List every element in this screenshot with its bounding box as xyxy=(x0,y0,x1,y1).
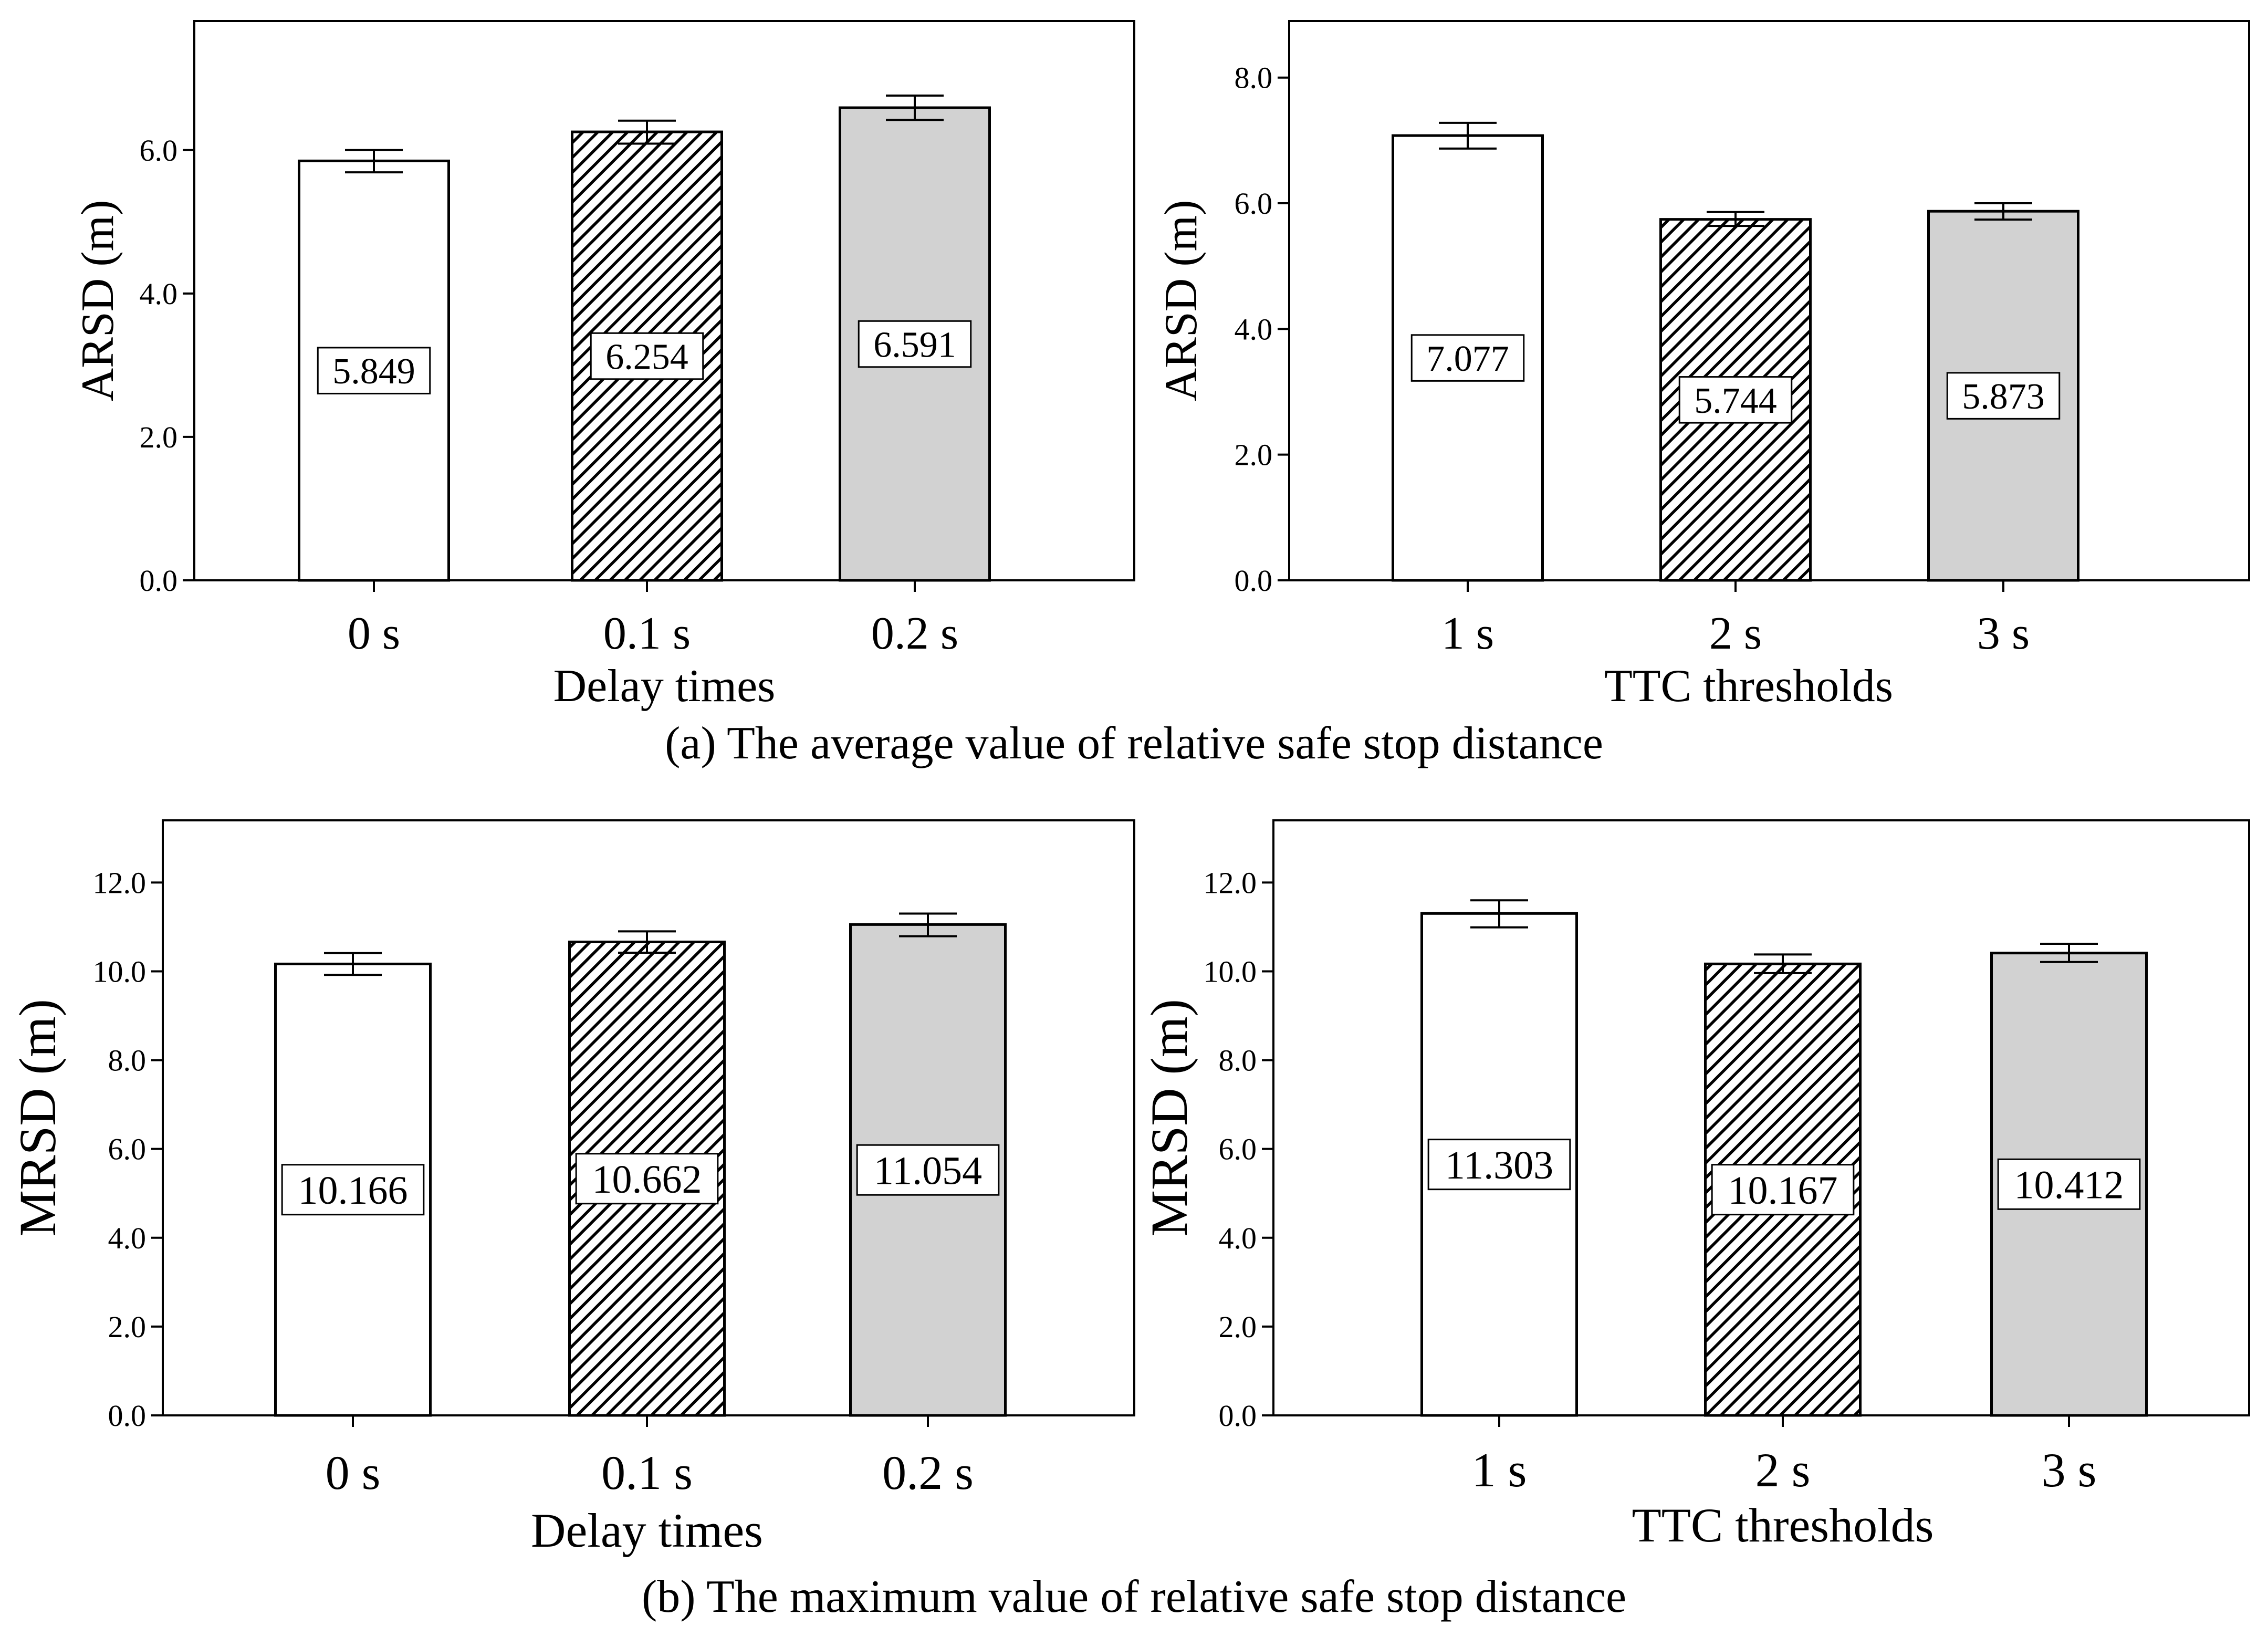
data-label-box xyxy=(575,1153,719,1205)
y-tick-label: 0.0 xyxy=(108,1399,147,1433)
x-tick-label: 0.2 s xyxy=(882,1446,974,1499)
y-axis-label: ARSD (m) xyxy=(1156,200,1207,402)
x-tick-label: 1 s xyxy=(1472,1443,1527,1497)
x-tick-label: 2 s xyxy=(1709,608,1762,659)
y-tick-label: 8.0 xyxy=(1235,61,1273,95)
y-tick-label: 8.0 xyxy=(108,1044,147,1078)
y-tick-label: 4.0 xyxy=(1235,312,1273,346)
data-label: 10.166 xyxy=(298,1169,408,1213)
data-label-box xyxy=(1997,1158,2141,1210)
x-tick-label: 2 s xyxy=(1755,1443,1811,1497)
data-label-box xyxy=(1427,1139,1571,1191)
data-label: 5.849 xyxy=(332,351,415,392)
y-tick-label: 2.0 xyxy=(1219,1310,1257,1344)
chart-a-right: 0.0 2.0 4.0 6.0 8.0 7.077 1 s 5.744 2 s 5.873 3 s T… xyxy=(1156,20,2250,712)
y-tick-label: 6.0 xyxy=(1219,1132,1257,1166)
data-label-box xyxy=(856,1144,1000,1196)
y-tick-label: 6.0 xyxy=(108,1132,147,1166)
x-tick-label: 0 s xyxy=(326,1446,381,1499)
data-label-box xyxy=(1410,334,1525,382)
y-axis-label: MRSD (m) xyxy=(8,999,67,1237)
y-tick-label: 4.0 xyxy=(140,277,178,311)
y-tick-label: 12.0 xyxy=(93,866,147,900)
data-label-box xyxy=(317,347,431,394)
data-label: 5.744 xyxy=(1694,381,1777,421)
y-axis-label: MRSD (m) xyxy=(1140,999,1198,1237)
data-label-box xyxy=(1711,1164,1855,1216)
data-label: 6.254 xyxy=(605,337,688,378)
chart-b-right: 0.0 2.0 4.0 6.0 8.0 10.0 12.0 11.303 1 s 10.167 2 … xyxy=(1140,819,2250,1552)
y-tick-label: 10.0 xyxy=(1204,954,1257,988)
data-label-box xyxy=(281,1164,425,1216)
data-label-box xyxy=(1946,372,2061,420)
x-tick-label: 0.1 s xyxy=(601,1446,693,1499)
data-label: 11.303 xyxy=(1445,1143,1553,1187)
data-label: 6.591 xyxy=(873,325,956,366)
data-label: 10.167 xyxy=(1728,1169,1838,1213)
x-tick-label: 3 s xyxy=(1977,608,2030,659)
x-axis-label: Delay times xyxy=(553,661,776,712)
x-tick-label: 0 s xyxy=(348,608,400,659)
data-label: 5.873 xyxy=(1962,377,2045,417)
x-tick-label: 3 s xyxy=(2042,1443,2097,1497)
data-label: 10.412 xyxy=(2014,1163,2124,1207)
y-tick-label: 8.0 xyxy=(1219,1044,1257,1078)
y-axis-label: ARSD (m) xyxy=(72,200,123,402)
y-tick-label: 0.0 xyxy=(140,564,178,598)
data-label-box xyxy=(858,320,972,368)
y-tick-label: 10.0 xyxy=(93,954,147,988)
y-tick-label: 0.0 xyxy=(1235,564,1273,598)
y-tick-label: 6.0 xyxy=(1235,186,1273,221)
data-label-box xyxy=(590,332,704,380)
y-tick-label: 4.0 xyxy=(1219,1221,1257,1255)
data-label: 7.077 xyxy=(1426,339,1509,379)
y-tick-label: 6.0 xyxy=(140,133,178,168)
y-tick-label: 2.0 xyxy=(140,420,178,454)
y-tick-label: 12.0 xyxy=(1204,866,1257,900)
data-label: 11.054 xyxy=(874,1149,982,1193)
chart-b-left: 0.0 2.0 4.0 6.0 8.0 10.0 12.0 10.166 0 s 10.662 0.… xyxy=(8,819,1135,1557)
x-axis-label: TTC thresholds xyxy=(1632,1498,1934,1552)
x-tick-label: 0.2 s xyxy=(871,608,958,659)
y-tick-label: 2.0 xyxy=(1235,438,1273,472)
caption-b: (b) The maximum value of relative safe s… xyxy=(641,1571,1627,1622)
x-tick-label: 0.1 s xyxy=(603,608,691,659)
x-tick-label: 1 s xyxy=(1441,608,1494,659)
caption-a: (a) The average value of relative safe s… xyxy=(665,718,1603,769)
data-label-box xyxy=(1678,376,1793,424)
chart-a-left: 0.0 2.0 4.0 6.0 5.849 0 s 6.254 0.1 s 6.591 0.2 s… xyxy=(72,20,1135,712)
data-label: 10.662 xyxy=(592,1158,702,1202)
y-tick-label: 2.0 xyxy=(108,1310,147,1344)
x-axis-label: Delay times xyxy=(531,1504,763,1557)
y-tick-label: 0.0 xyxy=(1219,1399,1257,1433)
x-axis-label: TTC thresholds xyxy=(1604,661,1893,712)
y-tick-label: 4.0 xyxy=(108,1221,147,1255)
